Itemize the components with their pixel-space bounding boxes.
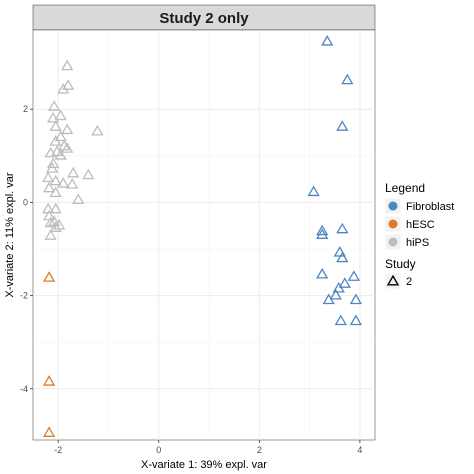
hips-point bbox=[49, 202, 62, 214]
hips-point bbox=[57, 177, 70, 188]
fibroblast-point bbox=[332, 281, 345, 293]
hips-point bbox=[66, 178, 79, 189]
study-legend-label: 2 bbox=[406, 276, 412, 288]
hips-point bbox=[54, 130, 67, 142]
hips-point bbox=[49, 174, 62, 186]
y-tick-label: 0 bbox=[23, 197, 28, 207]
fibroblast-point bbox=[316, 228, 329, 239]
hips-point bbox=[61, 59, 74, 71]
study-legend-title: Study bbox=[385, 257, 416, 271]
hips-point bbox=[49, 186, 62, 198]
fibroblast-point bbox=[322, 293, 335, 305]
hips-point bbox=[67, 166, 80, 178]
legend-title: Legend bbox=[385, 181, 425, 195]
x-axis-title: X-variate 1: 39% expl. var bbox=[141, 459, 267, 471]
fibroblast-point bbox=[349, 293, 363, 305]
legend-label-fibroblast: Fibroblast bbox=[406, 201, 454, 213]
y-tick-label: 2 bbox=[23, 104, 28, 114]
x-tick-label: 0 bbox=[156, 445, 161, 455]
hesc-point bbox=[42, 271, 56, 282]
fibroblast-point bbox=[338, 277, 351, 288]
fibroblast-point bbox=[347, 270, 361, 281]
study-legend-triangle-icon bbox=[386, 274, 400, 286]
grid bbox=[33, 30, 375, 440]
legend-swatch-hips bbox=[388, 237, 398, 247]
hips-point bbox=[61, 142, 74, 153]
title-strip bbox=[32, 4, 376, 31]
legend-swatch-hesc bbox=[388, 219, 398, 229]
fibroblast-point bbox=[329, 288, 342, 300]
x-tick-label: 4 bbox=[357, 445, 362, 455]
hips-point bbox=[82, 168, 95, 180]
hips-point bbox=[45, 162, 59, 173]
fibroblast-point bbox=[307, 185, 320, 197]
x-tick-label: -2 bbox=[54, 445, 62, 455]
hips-point bbox=[41, 171, 55, 183]
hesc-point bbox=[42, 375, 56, 386]
hips-point bbox=[91, 124, 104, 136]
hips-point bbox=[61, 123, 74, 135]
legend-swatch-fibroblast bbox=[388, 201, 398, 211]
legend-label-hesc: hESC bbox=[406, 219, 435, 231]
fibroblast-point bbox=[316, 224, 329, 236]
hips-point bbox=[49, 120, 62, 131]
hips-point bbox=[49, 221, 62, 232]
hips-point bbox=[47, 100, 61, 111]
x-tick-label: 2 bbox=[257, 445, 262, 455]
hips-point bbox=[54, 149, 67, 160]
hips-point bbox=[44, 229, 57, 240]
hips-point bbox=[42, 181, 56, 193]
chart-title: Study 2 only bbox=[159, 10, 249, 27]
fibroblast-point bbox=[341, 73, 354, 85]
hesc-point bbox=[42, 426, 56, 437]
y-tick-label: -4 bbox=[20, 384, 28, 394]
axis-ticks: -2 0 2 4 -4 -2 0 2 bbox=[20, 104, 362, 455]
hips-point bbox=[54, 109, 67, 121]
y-axis-title: X-variate 2: 11% expl. var bbox=[4, 172, 16, 297]
hips-point bbox=[49, 135, 62, 146]
hips-point bbox=[72, 193, 85, 204]
hips-point bbox=[57, 82, 70, 94]
fibroblast-point bbox=[349, 314, 363, 326]
hips-point bbox=[44, 146, 57, 158]
data-points bbox=[41, 34, 363, 437]
fibroblast-point bbox=[321, 34, 334, 46]
fibroblast-point bbox=[336, 222, 349, 234]
fibroblast-point bbox=[334, 314, 347, 326]
fibroblast-point bbox=[316, 267, 329, 279]
hips-point bbox=[46, 157, 60, 169]
fibroblast-point bbox=[336, 120, 349, 131]
legend-label-hips: hiPS bbox=[406, 237, 429, 249]
y-tick-label: -2 bbox=[20, 291, 28, 301]
fibroblast-point bbox=[336, 251, 349, 263]
hips-point bbox=[44, 216, 57, 228]
hips-point bbox=[62, 79, 75, 90]
hips-point bbox=[46, 111, 60, 123]
legend: Legend Fibroblast hESC hiPS Study 2 bbox=[384, 181, 454, 290]
